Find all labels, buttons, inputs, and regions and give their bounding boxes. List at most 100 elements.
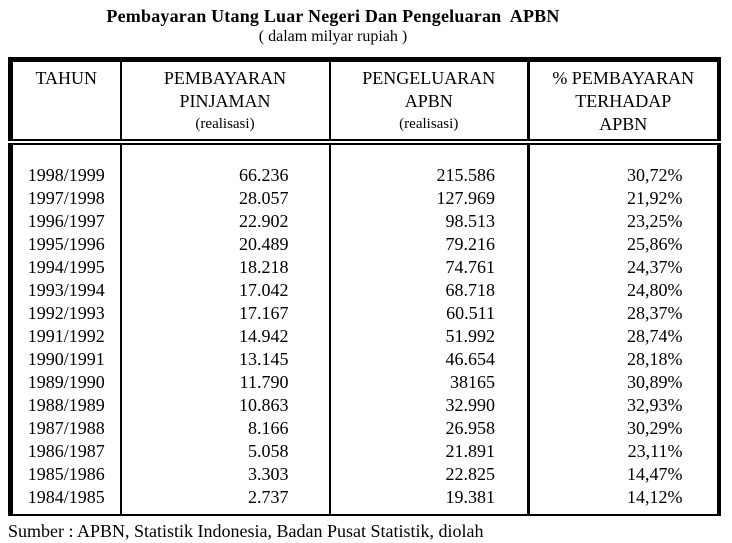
cell-pembayaran-pinjaman: 5.058 [120, 440, 331, 463]
document-header: Pembayaran Utang Luar Negeri Dan Pengelu… [8, 5, 658, 46]
cell-persen-pembayaran: 30,29% [627, 418, 683, 438]
cell-tahun: 1990/1991 [10, 348, 122, 371]
column-header-label: TAHUN [35, 68, 98, 88]
column-header-label: APBN [404, 91, 453, 111]
cell-persen-pembayaran: 30,72% [627, 165, 683, 185]
source-note: Sumber : APBN, Statistik Indonesia, Bada… [8, 521, 484, 541]
cell-tahun: 1995/1996 [10, 233, 122, 256]
cell-pengeluaran-apbn: 74.761 [329, 256, 530, 279]
cell-pembayaran-pinjaman: 28.057 [120, 187, 331, 210]
table-row: 1998/1999 66.236 215.586 30,72% [10, 164, 719, 187]
column-header-tahun: TAHUN [10, 59, 122, 145]
cell-pengeluaran-apbn: 21.891 [329, 440, 530, 463]
column-header-label: % PEMBAYARAN [552, 68, 695, 88]
cell-pengeluaran-apbn: 215.586 [329, 164, 530, 187]
table-header-row: TAHUN PEMBAYARAN PINJAMAN (realisasi) PE… [10, 59, 719, 145]
column-header-sublabel: (realisasi) [399, 116, 459, 132]
table-row: 1988/1989 10.863 32.990 32,93% [10, 394, 719, 417]
table-row: 1996/1997 22.902 98.513 23,25% [10, 210, 719, 233]
cell-pengeluaran-apbn: 38165 [329, 371, 530, 394]
data-table: TAHUN PEMBAYARAN PINJAMAN (realisasi) PE… [8, 57, 721, 516]
table-row: 1987/1988 8.166 26.958 30,29% [10, 417, 719, 440]
cell-pembayaran-pinjaman: 17.167 [120, 302, 331, 325]
table-body-end [10, 509, 719, 515]
cell-pembayaran-pinjaman: 22.902 [120, 210, 331, 233]
column-header-sublabel: (realisasi) [195, 116, 255, 132]
cell-tahun: 1991/1992 [10, 325, 122, 348]
cell-persen-pembayaran: 30,89% [627, 372, 683, 392]
cell-persen-pembayaran: 25,86% [627, 234, 683, 254]
cell-tahun: 1996/1997 [10, 210, 122, 233]
cell-tahun: 1993/1994 [10, 279, 122, 302]
cell-tahun: 1994/1995 [10, 256, 122, 279]
cell-pengeluaran-apbn: 26.958 [329, 417, 530, 440]
spacer-row [10, 509, 719, 515]
cell-persen-pembayaran: 21,92% [627, 188, 683, 208]
cell-pengeluaran-apbn: 32.990 [329, 394, 530, 417]
cell-tahun: 1992/1993 [10, 302, 122, 325]
table-title: Pembayaran Utang Luar Negeri Dan Pengelu… [106, 6, 560, 26]
cell-pengeluaran-apbn: 79.216 [329, 233, 530, 256]
cell-tahun: 1987/1988 [10, 417, 122, 440]
cell-tahun: 1986/1987 [10, 440, 122, 463]
column-header-label: APBN [599, 114, 648, 134]
column-header-pembayaran-pinjaman: PEMBAYARAN PINJAMAN (realisasi) [120, 59, 331, 145]
cell-pembayaran-pinjaman: 17.042 [120, 279, 331, 302]
cell-pembayaran-pinjaman: 2.737 [120, 486, 331, 509]
cell-tahun: 1989/1990 [10, 371, 122, 394]
table-row: 1984/1985 2.737 19.381 14,12% [10, 486, 719, 509]
column-header-label: PEMBAYARAN [163, 68, 287, 88]
column-header-label: TERHADAP [575, 91, 672, 111]
spacer-row [10, 142, 719, 164]
table-row: 1994/1995 18.218 74.761 24,37% [10, 256, 719, 279]
column-header-label: PINJAMAN [179, 91, 271, 111]
cell-tahun: 1984/1985 [10, 486, 122, 509]
column-header-label: PENGELUARAN [362, 68, 496, 88]
cell-persen-pembayaran: 23,11% [627, 441, 683, 461]
column-header-pengeluaran-apbn: PENGELUARAN APBN (realisasi) [329, 59, 530, 145]
cell-persen-pembayaran: 14,12% [627, 487, 683, 507]
table-row: 1992/1993 17.167 60.511 28,37% [10, 302, 719, 325]
table-row: 1997/1998 28.057 127.969 21,92% [10, 187, 719, 210]
cell-pembayaran-pinjaman: 14.942 [120, 325, 331, 348]
cell-pengeluaran-apbn: 22.825 [329, 463, 530, 486]
cell-pembayaran-pinjaman: 11.790 [120, 371, 331, 394]
table-row: 1991/1992 14.942 51.992 28,74% [10, 325, 719, 348]
cell-persen-pembayaran: 28,18% [627, 349, 683, 369]
cell-pengeluaran-apbn: 46.654 [329, 348, 530, 371]
cell-persen-pembayaran: 28,74% [627, 326, 683, 346]
cell-persen-pembayaran: 24,37% [627, 257, 683, 277]
table-row: 1989/1990 11.790 38165 30,89% [10, 371, 719, 394]
cell-persen-pembayaran: 28,37% [627, 303, 683, 323]
cell-pengeluaran-apbn: 68.718 [329, 279, 530, 302]
cell-pembayaran-pinjaman: 13.145 [120, 348, 331, 371]
cell-pengeluaran-apbn: 51.992 [329, 325, 530, 348]
cell-pengeluaran-apbn: 127.969 [329, 187, 530, 210]
cell-tahun: 1988/1989 [10, 394, 122, 417]
table-row: 1985/1986 3.303 22.825 14,47% [10, 463, 719, 486]
column-header-persen-pembayaran: % PEMBAYARAN TERHADAP APBN [528, 59, 719, 145]
cell-persen-pembayaran: 32,93% [627, 395, 683, 415]
table-row: 1990/1991 13.145 46.654 28,18% [10, 348, 719, 371]
cell-persen-pembayaran: 23,25% [627, 211, 683, 231]
cell-persen-pembayaran: 14,47% [627, 464, 683, 484]
cell-tahun: 1997/1998 [10, 187, 122, 210]
table-row: 1986/1987 5.058 21.891 23,11% [10, 440, 719, 463]
cell-pengeluaran-apbn: 98.513 [329, 210, 530, 233]
table-body: 1998/1999 66.236 215.586 30,72% 1997/199… [10, 142, 719, 509]
table-row: 1993/1994 17.042 68.718 24,80% [10, 279, 719, 302]
cell-pembayaran-pinjaman: 20.489 [120, 233, 331, 256]
table-row: 1995/1996 20.489 79.216 25,86% [10, 233, 719, 256]
cell-pembayaran-pinjaman: 3.303 [120, 463, 331, 486]
cell-pengeluaran-apbn: 19.381 [329, 486, 530, 509]
cell-tahun: 1985/1986 [10, 463, 122, 486]
cell-persen-pembayaran: 24,80% [627, 280, 683, 300]
cell-pembayaran-pinjaman: 8.166 [120, 417, 331, 440]
cell-pengeluaran-apbn: 60.511 [329, 302, 530, 325]
table-subtitle: ( dalam milyar rupiah ) [258, 28, 408, 45]
cell-pembayaran-pinjaman: 66.236 [120, 164, 331, 187]
cell-pembayaran-pinjaman: 10.863 [120, 394, 331, 417]
cell-pembayaran-pinjaman: 18.218 [120, 256, 331, 279]
cell-tahun: 1998/1999 [10, 164, 122, 187]
